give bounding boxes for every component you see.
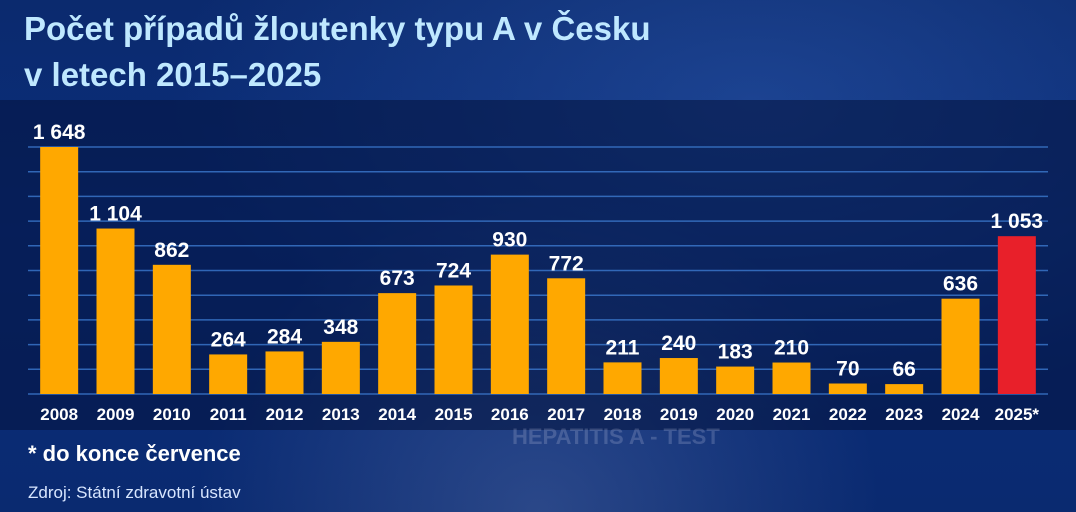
bar-2009	[96, 228, 135, 394]
value-label: 930	[492, 229, 527, 252]
bar-2010	[152, 264, 191, 394]
value-label: 264	[211, 328, 246, 351]
value-label: 211	[606, 336, 640, 359]
x-tick-label: 2015	[435, 405, 473, 424]
x-tick-label: 2014	[378, 405, 416, 424]
value-label: 1 648	[33, 121, 86, 144]
footnote: * do konce července	[28, 441, 241, 466]
value-label: 673	[380, 267, 415, 290]
x-tick-label: 2018	[604, 405, 642, 424]
source-label: Zdroj: Státní zdravotní ústav	[28, 483, 241, 502]
bar-2018	[603, 362, 642, 394]
value-label: 284	[267, 325, 302, 348]
bar-2014	[378, 293, 417, 394]
bar-2008	[40, 147, 79, 394]
value-label: 240	[661, 332, 696, 355]
background-photo-text: HEPATITIS A - TEST	[512, 424, 720, 449]
value-label: 862	[154, 239, 189, 262]
value-label: 210	[774, 337, 809, 360]
x-tick-label: 2021	[773, 405, 811, 424]
x-tick-label: 2024	[942, 405, 980, 424]
value-label: 183	[718, 341, 753, 364]
bar-2012	[265, 351, 304, 394]
x-tick-label: 2013	[322, 405, 360, 424]
value-label: 66	[892, 358, 915, 381]
value-label: 724	[436, 259, 471, 282]
bar-2020	[716, 366, 755, 394]
bar-2011	[209, 354, 248, 394]
value-label: 348	[323, 316, 358, 339]
value-label: 1 053	[991, 210, 1044, 233]
x-tick-label: 2008	[40, 405, 78, 424]
bar-2016	[490, 254, 529, 394]
x-tick-label: 2025*	[995, 405, 1040, 424]
bar-2015	[434, 285, 473, 394]
x-tick-label: 2017	[547, 405, 585, 424]
x-tick-label: 2009	[97, 405, 135, 424]
bar-2013	[321, 341, 360, 394]
chart-title-line-2: v letech 2015–2025	[24, 56, 322, 93]
value-label: 772	[549, 252, 584, 275]
bar-2022	[828, 383, 867, 394]
x-tick-label: 2019	[660, 405, 698, 424]
x-tick-label: 2016	[491, 405, 529, 424]
x-tick-label: 2022	[829, 405, 867, 424]
chart-title-line-1: Počet případů žloutenky typu A v Česku	[24, 10, 651, 47]
bar-chart: 1 648 2008 1 104 2009 862 2010 264 2011 284 2012 3…	[28, 121, 1048, 424]
bar-2023	[885, 384, 924, 394]
bar-2025*	[997, 236, 1036, 394]
value-label: 1 104	[89, 203, 142, 226]
chart-title: Počet případů žloutenky typu A v Česku v…	[24, 6, 1044, 98]
value-label: 636	[943, 273, 978, 296]
x-tick-label: 2012	[266, 405, 304, 424]
bar-2017	[547, 278, 586, 394]
x-tick-label: 2023	[885, 405, 923, 424]
x-tick-label: 2020	[716, 405, 754, 424]
x-tick-label: 2011	[210, 405, 247, 424]
bar-2019	[659, 358, 698, 394]
bar-2024	[941, 298, 980, 394]
x-tick-label: 2010	[153, 405, 191, 424]
bar-2021	[772, 362, 811, 394]
value-label: 70	[836, 358, 859, 381]
